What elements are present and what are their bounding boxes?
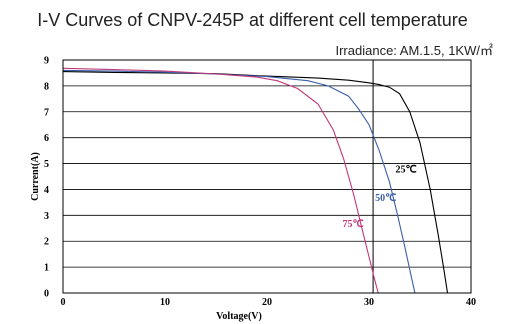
y-tick-label: 3	[44, 211, 49, 222]
y-axis-label: Current(A)	[30, 152, 41, 201]
curve-temperature-label: 50℃	[375, 193, 396, 204]
x-tick-label: 30	[364, 297, 374, 308]
y-tick-labels: 0 1 2 3 4 5 6 7 8 9	[44, 56, 49, 300]
y-tick-label: 0	[44, 289, 49, 300]
x-tick-label: 0	[61, 297, 66, 308]
x-tick-label: 20	[262, 297, 272, 308]
gridlines	[63, 60, 471, 293]
x-tick-labels: 0 10 20 30 40	[61, 297, 477, 308]
x-tick-label: 10	[160, 297, 170, 308]
y-tick-label: 8	[44, 81, 49, 92]
y-tick-label: 9	[44, 56, 49, 67]
iv-curve-series	[62, 67, 379, 294]
chart-subtitle: Irradiance: AM.1.5, 1KW/㎡	[335, 43, 493, 58]
iv-curve-series	[62, 69, 416, 294]
y-tick-label: 5	[44, 159, 49, 170]
y-tick-label: 2	[44, 237, 49, 248]
chart-title: I-V Curves of CNPV-245P at different cel…	[37, 10, 468, 30]
x-axis-label: Voltage(V)	[216, 311, 262, 322]
y-tick-label: 4	[44, 185, 49, 196]
y-tick-label: 6	[44, 133, 49, 144]
x-tick-label: 40	[466, 297, 476, 308]
plot-frame	[62, 59, 472, 294]
curve-temperature-label: 25℃	[396, 165, 417, 176]
y-tick-label: 7	[44, 107, 49, 118]
curve-temperature-label: 75℃	[342, 219, 363, 230]
iv-curves	[62, 67, 449, 294]
y-tick-label: 1	[44, 263, 49, 274]
curve-labels: 25℃ 50℃ 75℃	[342, 165, 416, 230]
